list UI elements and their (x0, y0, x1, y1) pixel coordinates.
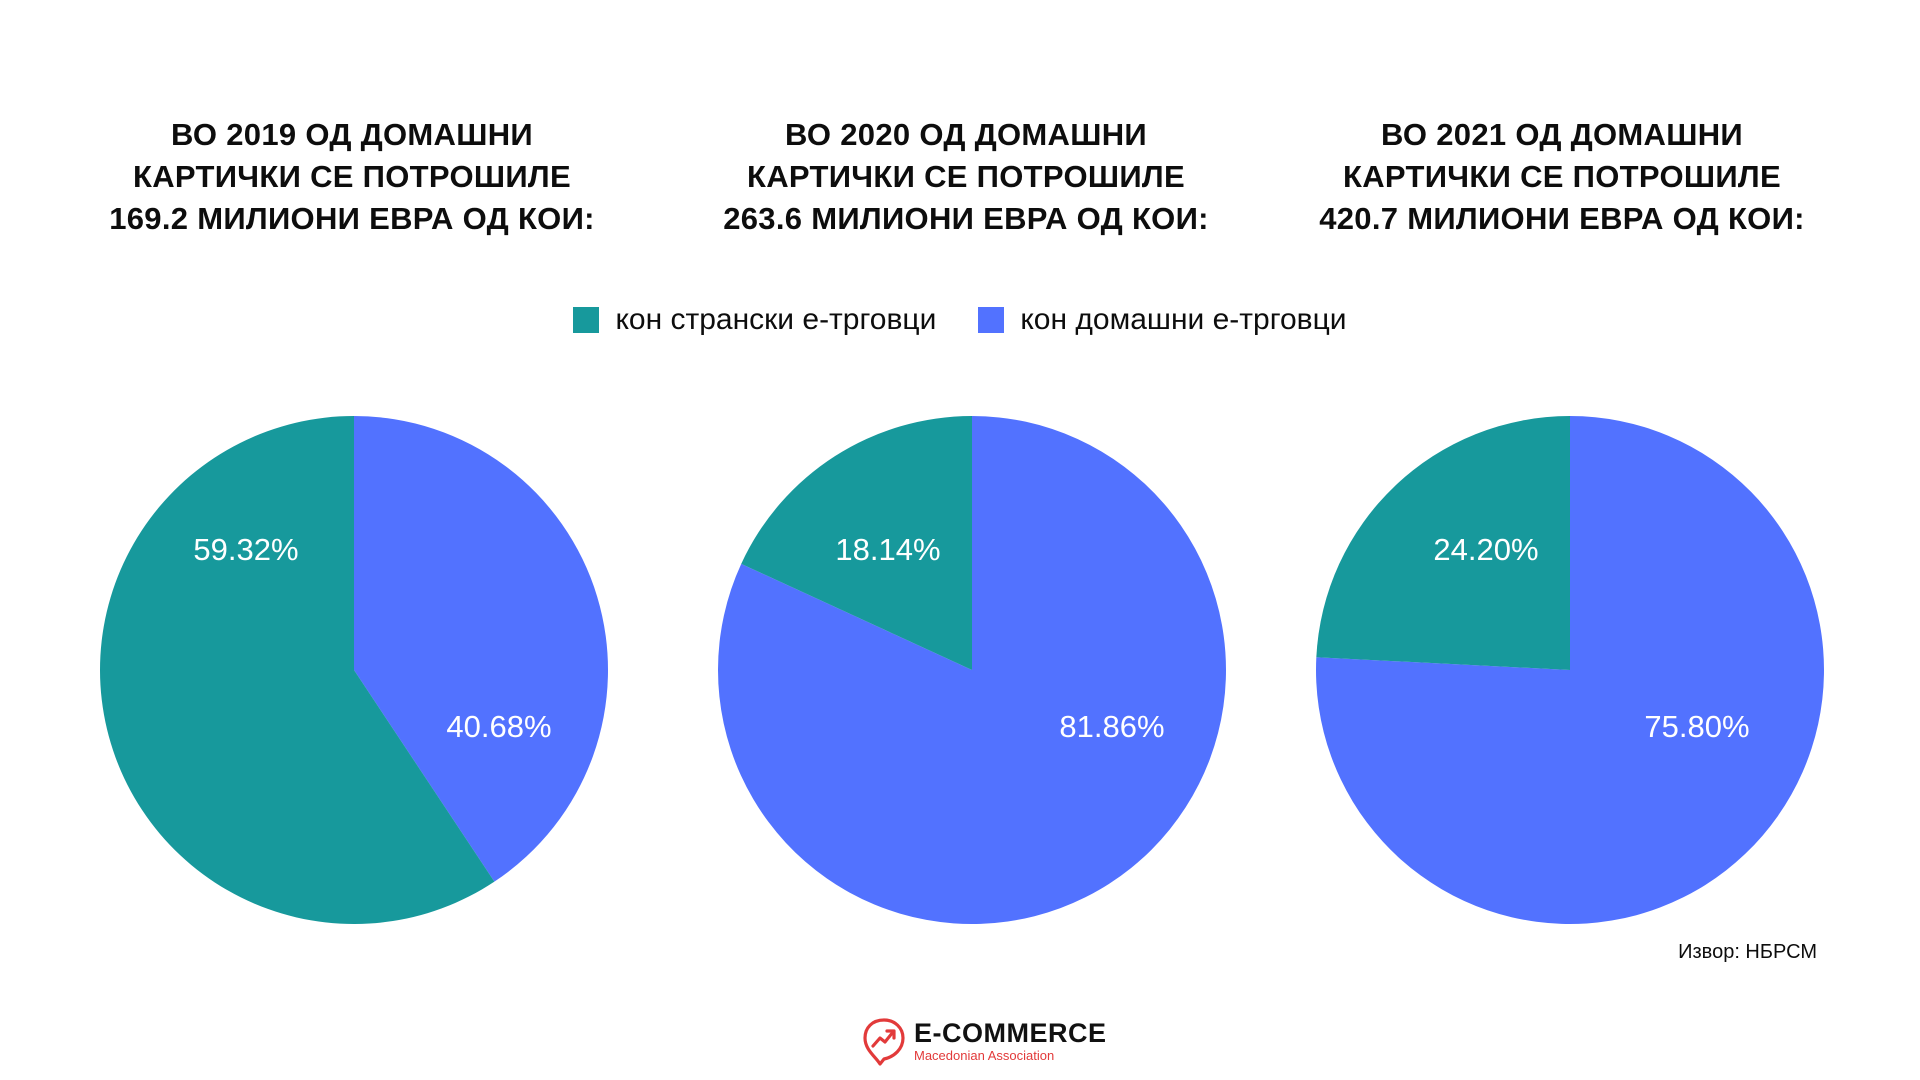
title-line: КАРТИЧКИ СЕ ПОТРОШИЛЕ (133, 159, 571, 194)
legend-item-domestic: кон домашни е-трговци (978, 300, 1347, 340)
chart-title-2021: ВО 2021 ОД ДОМАШНИ КАРТИЧКИ СЕ ПОТРОШИЛЕ… (1262, 114, 1862, 240)
title-line: 420.7 МИЛИОНИ ЕВРА ОД КОИ: (1319, 201, 1805, 236)
title-line: ВО 2020 ОД ДОМАШНИ (785, 117, 1147, 152)
title-line: КАРТИЧКИ СЕ ПОТРОШИЛЕ (1343, 159, 1781, 194)
pie-slice-domestic (354, 416, 609, 882)
data-label-domestic: 75.80% (1644, 709, 1749, 744)
legend-label-domestic: кон домашни е-трговци (1020, 303, 1347, 336)
ecommerce-logo: E-COMMERCE Macedonian Association (862, 1017, 1106, 1067)
source-note: Извор: НБРСМ (1678, 941, 1817, 963)
pie-slice-foreign (741, 416, 972, 670)
data-label-domestic: 40.68% (446, 709, 551, 744)
pie-slice-foreign (1316, 416, 1570, 670)
title-line: 169.2 МИЛИОНИ ЕВРА ОД КОИ: (109, 201, 595, 236)
title-line: ВО 2019 ОД ДОМАШНИ (171, 117, 533, 152)
chart-title-2020: ВО 2020 ОД ДОМАШНИ КАРТИЧКИ СЕ ПОТРОШИЛЕ… (666, 114, 1266, 240)
chart-title-2019: ВО 2019 ОД ДОМАШНИ КАРТИЧКИ СЕ ПОТРОШИЛЕ… (52, 114, 652, 240)
title-line: ВО 2021 ОД ДОМАШНИ (1381, 117, 1743, 152)
data-label-foreign: 24.20% (1433, 532, 1538, 567)
data-label-foreign: 59.32% (193, 532, 298, 567)
logo-name: E-COMMERCE (914, 1018, 1107, 1048)
pie-slice-foreign (100, 416, 495, 924)
legend-swatch-domestic (978, 307, 1005, 333)
legend-label-foreign: кон странски е-трговци (615, 303, 937, 336)
logo-subtitle: Macedonian Association (914, 1048, 1055, 1063)
title-line: КАРТИЧКИ СЕ ПОТРОШИЛЕ (747, 159, 1185, 194)
title-line: 263.6 МИЛИОНИ ЕВРА ОД КОИ: (723, 201, 1209, 236)
data-label-domestic: 81.86% (1059, 709, 1164, 744)
legend: кон странски е-трговци кон домашни е-трг… (0, 300, 1920, 340)
legend-item-foreign: кон странски е-трговци (573, 300, 936, 340)
trend-arrow-pin-icon (863, 1018, 905, 1066)
legend-swatch-foreign (573, 307, 600, 333)
data-label-foreign: 18.14% (835, 532, 940, 567)
